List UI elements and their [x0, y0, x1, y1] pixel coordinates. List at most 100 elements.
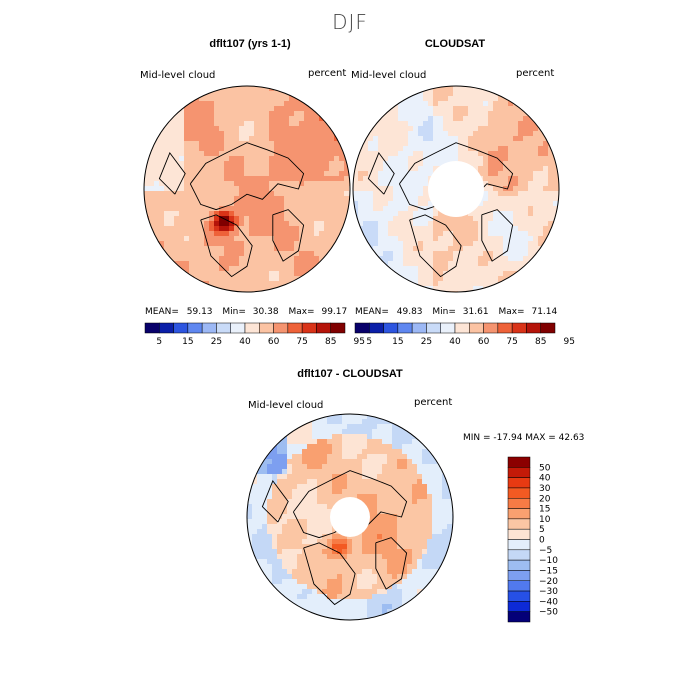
colorbar-swatch	[316, 322, 331, 334]
colorbar-swatch	[507, 570, 531, 581]
colorbar-swatch	[426, 322, 441, 334]
colorbar-swatch	[507, 508, 531, 520]
polar-gap-3	[330, 497, 370, 537]
panel1-units-label: percent	[308, 68, 347, 79]
colorbar-swatch	[507, 601, 531, 612]
colorbar-swatch	[507, 487, 531, 499]
map-panel-1	[143, 85, 351, 293]
colorbar-1: 5 15 25 40 60 75 85 95	[144, 322, 365, 347]
colorbar-tick-label: −40	[539, 597, 558, 607]
colorbar-swatch	[507, 611, 531, 623]
colorbar-tick-label: 20	[539, 494, 551, 504]
panel2-min: 31.61	[462, 307, 489, 317]
map-border-1	[143, 85, 351, 293]
panel1-max: 99.17	[321, 307, 348, 317]
panel1-title: dflt107 (yrs 1-1)	[209, 38, 291, 50]
panel1-mean: 59.13	[186, 307, 213, 317]
colorbar-swatch	[507, 539, 531, 551]
coastline-segment	[292, 470, 408, 539]
figure-suptitle: DJF	[332, 10, 368, 34]
colorbar-tick-label: 25	[211, 337, 222, 347]
colorbar-tick-label: 15	[182, 337, 193, 347]
panel1-max-label: Max=	[288, 307, 315, 317]
coastline-segment	[481, 209, 514, 262]
panel2-title: CLOUDSAT	[424, 38, 486, 50]
colorbar-tick-label: 5	[539, 525, 545, 535]
map-border-2	[352, 85, 560, 293]
colorbar-tick-label: −10	[539, 556, 558, 566]
colorbar-2: 5 15 25 40 60 75 85 95	[354, 322, 575, 347]
colorbar-swatch	[507, 528, 531, 540]
colorbar-swatch	[230, 322, 246, 334]
coastline-segment	[158, 151, 186, 195]
coastlines-3	[261, 470, 408, 606]
panel2-mean: 49.83	[396, 307, 423, 317]
panel2-units-label: percent	[516, 68, 555, 79]
colorbar-tick-label: −20	[539, 577, 558, 587]
coastline-segment	[303, 542, 356, 606]
colorbar-tick-label: 5	[366, 337, 372, 347]
colorbar-tick-label: 95	[564, 337, 575, 347]
colorbar-swatch	[507, 477, 531, 489]
colorbar-tick-label: 40	[449, 337, 461, 347]
colorbar-swatch	[497, 322, 513, 334]
coastline-segment	[261, 479, 289, 523]
colorbar-swatch	[273, 322, 289, 334]
colorbar-tick-label: 15	[392, 337, 403, 347]
panel2-mean-label: MEAN=	[355, 307, 389, 317]
map-panel-2	[352, 85, 560, 293]
map-border-3	[246, 413, 454, 621]
colorbar-swatch	[216, 322, 231, 334]
panel2-max-label: Max=	[498, 307, 525, 317]
colorbar-swatch	[507, 456, 531, 468]
coastline-segment	[409, 214, 462, 278]
colorbar-swatch	[287, 322, 303, 334]
panel1-field-label: Mid-level cloud	[140, 70, 216, 81]
colorbar-swatch	[411, 322, 427, 334]
coastline-segment	[200, 214, 253, 278]
map-field-1	[144, 86, 350, 292]
coastline-segment	[272, 209, 305, 262]
coastline-segment	[367, 151, 395, 195]
coastline-segment	[375, 537, 408, 590]
colorbar-swatch	[507, 498, 531, 509]
colorbar-tick-label: 25	[421, 337, 432, 347]
panel1-min-label: Min=	[222, 307, 246, 317]
colorbar-tick-label: 50	[539, 463, 551, 473]
colorbar-swatch	[330, 322, 346, 334]
colorbar-swatch	[440, 322, 456, 334]
colorbar-swatch	[187, 322, 203, 334]
colorbar-tick-label: 30	[539, 484, 551, 494]
colorbar-tick-label: 0	[539, 536, 545, 546]
colorbar-swatch	[201, 322, 217, 334]
colorbar-swatch	[383, 322, 399, 334]
colorbar-tick-label: 75	[506, 337, 517, 347]
panel3-title: dflt107 - CLOUDSAT	[297, 368, 403, 380]
panel2-max: 71.14	[531, 307, 558, 317]
colorbar-tick-label: −15	[539, 566, 558, 576]
colorbar-swatch	[540, 322, 556, 334]
colorbar-swatch	[354, 322, 370, 334]
colorbar-tick-label: 60	[268, 337, 280, 347]
colorbar-swatch	[507, 590, 531, 602]
colorbar-tick-label: −50	[539, 608, 558, 618]
colorbar-swatch	[173, 322, 189, 334]
colorbar-swatch	[301, 322, 317, 334]
colorbar-tick-label: −30	[539, 587, 558, 597]
coastlines-2	[367, 142, 514, 278]
colorbar-tick-label: 85	[535, 337, 546, 347]
panel3-units-label: percent	[414, 397, 453, 408]
colorbar-tick-label: 40	[539, 474, 551, 484]
colorbar-swatch	[369, 322, 384, 334]
coastline-segment	[189, 142, 305, 211]
panel2-field-label: Mid-level cloud	[351, 70, 427, 81]
map-panel-3	[246, 413, 454, 621]
colorbar-swatch	[507, 559, 531, 571]
panel2-stats: MEAN= 49.83 Min= 31.61 Max= 71.14	[355, 307, 557, 317]
panel1-mean-label: MEAN=	[145, 307, 179, 317]
colorbar-swatch	[526, 322, 541, 334]
colorbar-tick-label: 15	[539, 505, 550, 515]
colorbar-swatch	[454, 322, 470, 334]
